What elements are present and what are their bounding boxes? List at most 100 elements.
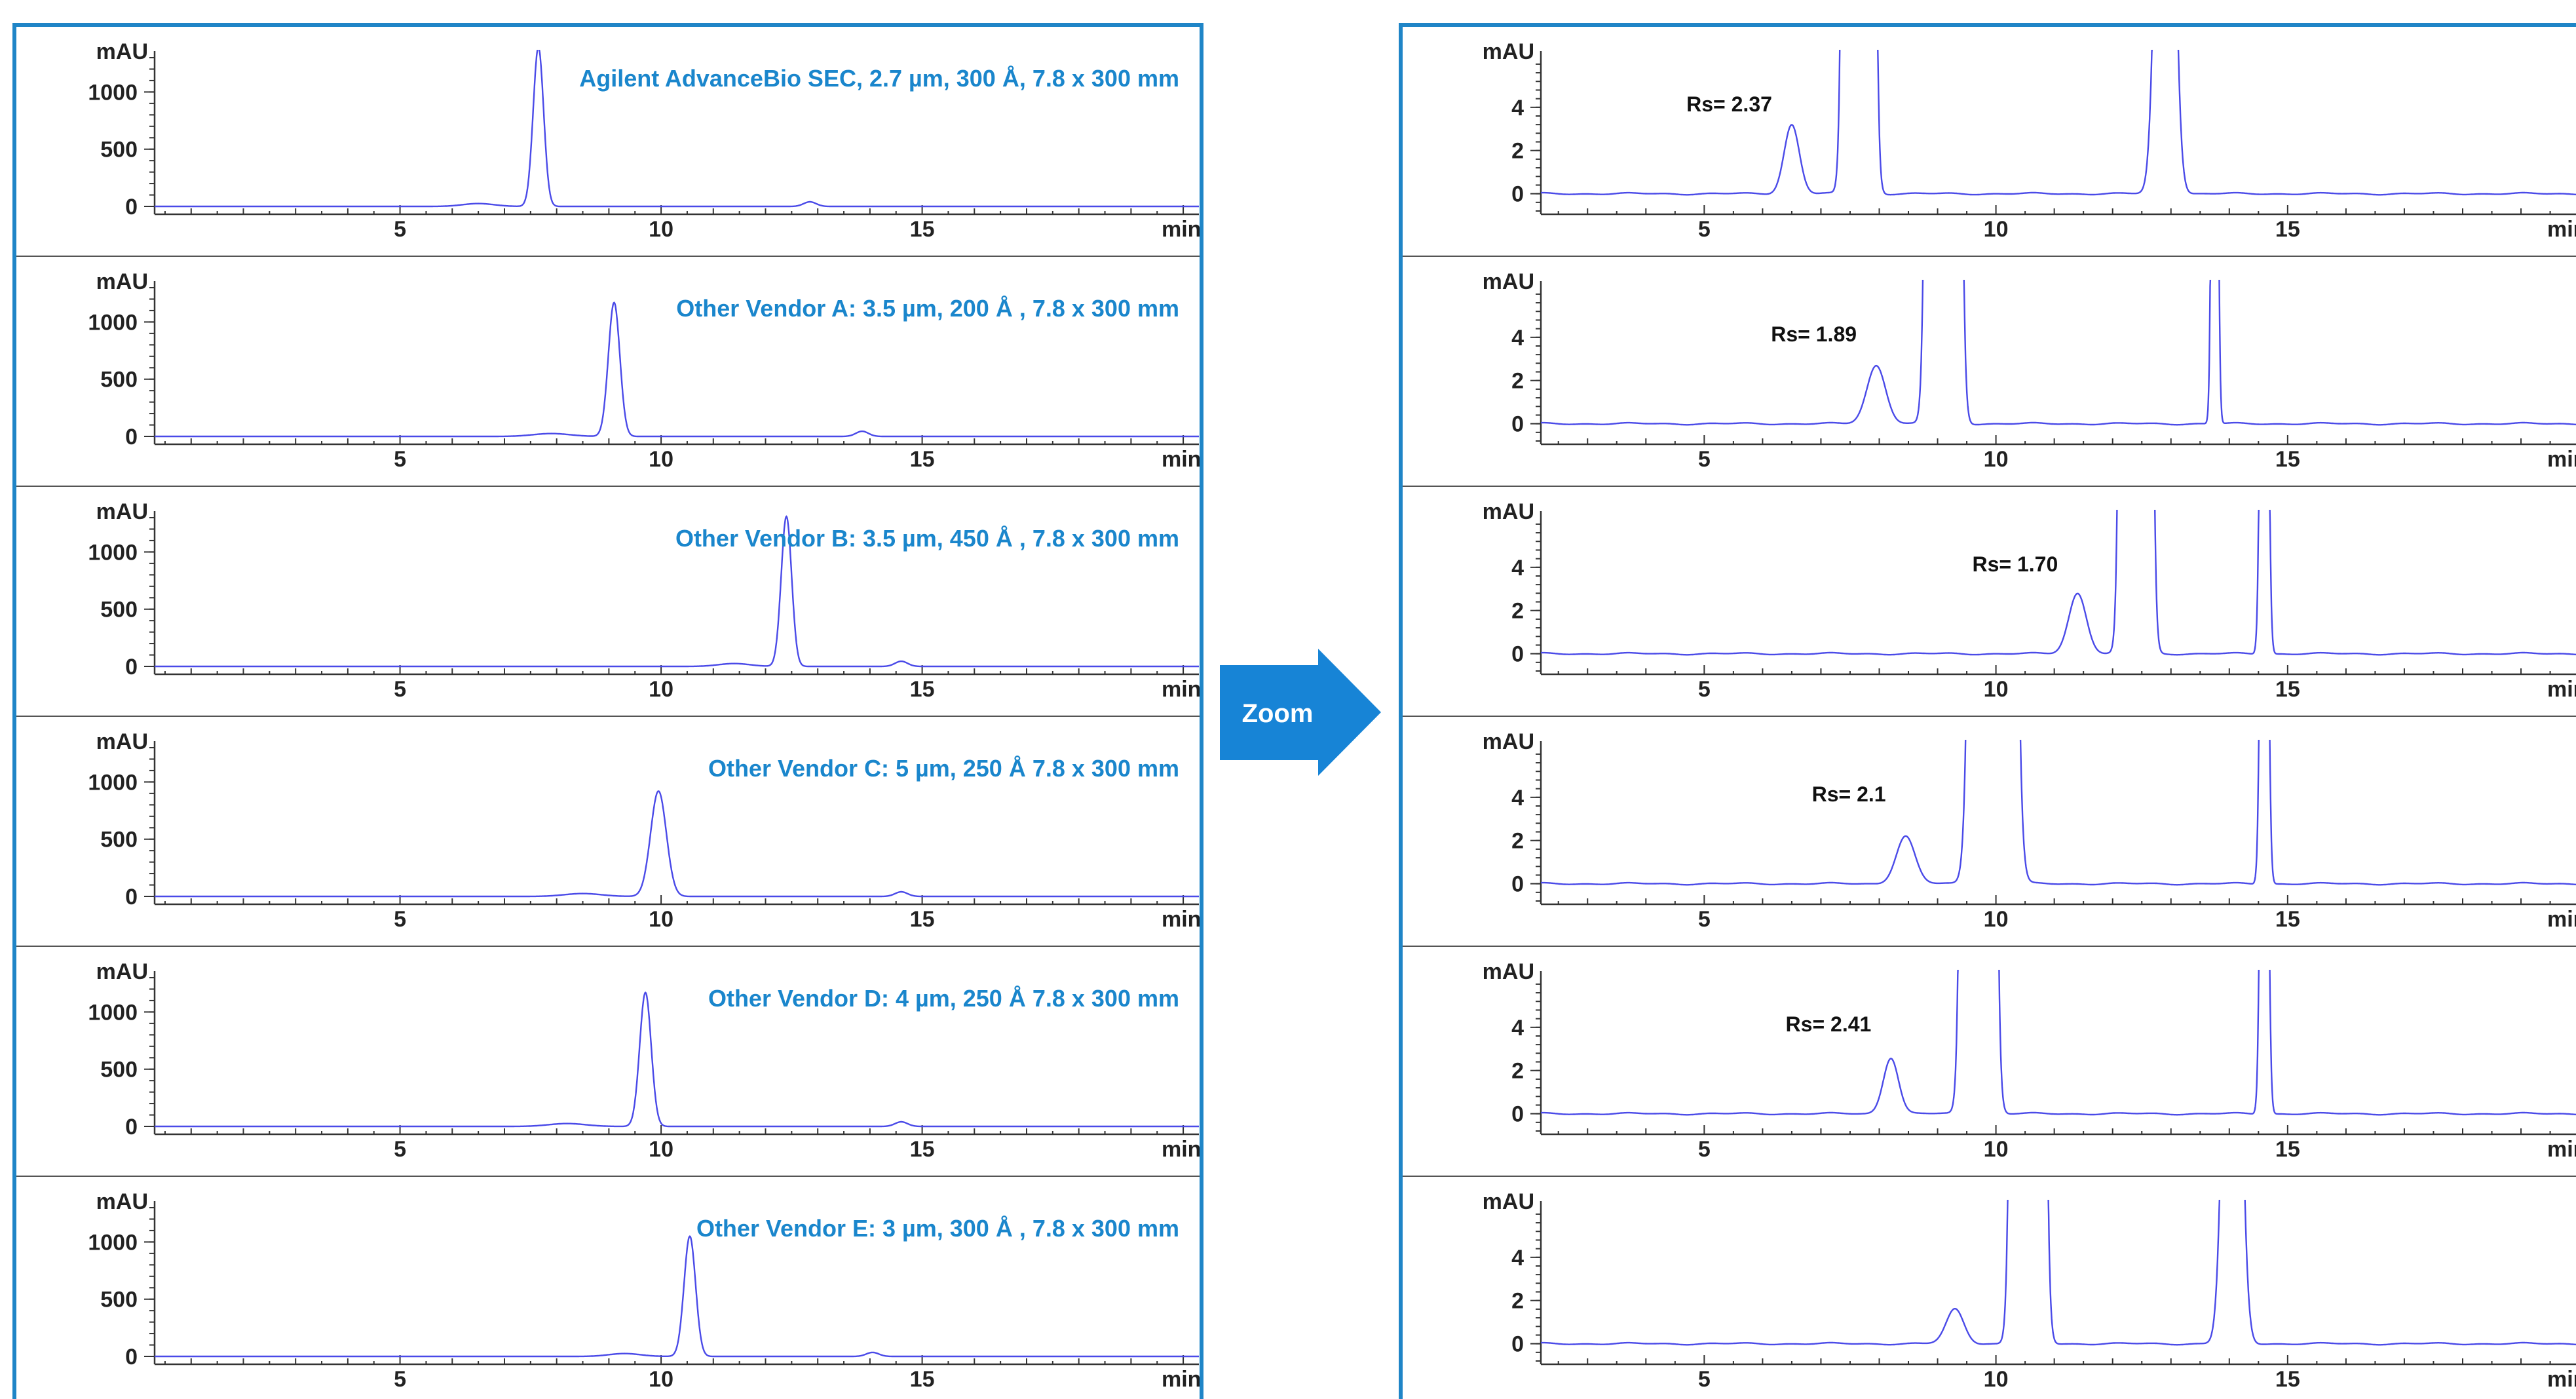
chart-title: Other Vendor D: 4 µm, 250 Å 7.8 x 300 mm xyxy=(708,985,1179,1012)
x-axis-unit: min xyxy=(1162,217,1201,242)
right-panel-frame xyxy=(1399,23,2576,1399)
y-tick-label: 2 xyxy=(1511,599,1524,624)
left-chart-6: 0 500 1000 mAU 5 10 15 min Other Vendor E: 3 µm,… xyxy=(88,1189,1201,1392)
y-tick-label: 4 xyxy=(1511,786,1524,811)
x-tick-label: 10 xyxy=(649,1137,673,1162)
y-tick-label: 0 xyxy=(1511,412,1524,437)
right-chart-5: 0 2 4 mAU 5 10 15 min Rs= 2.41 xyxy=(1401,959,2576,1177)
left-chart-5: 0 500 1000 mAU 5 10 15 min Other Vendor D: 4 µm,… xyxy=(14,959,1202,1177)
chromatogram-trace xyxy=(155,1235,1199,1358)
chart-title: Other Vendor C: 5 µm, 250 Å 7.8 x 300 mm xyxy=(708,755,1179,782)
x-tick-label: 15 xyxy=(2275,907,2300,932)
x-tick-label: 10 xyxy=(1984,677,2009,702)
right-chart-6: 0 2 4 mAU 5 10 15 min xyxy=(1483,1189,2576,1392)
left-chart-3: 0 500 1000 mAU 5 10 15 min Other Vendor B: 3.5 µ… xyxy=(14,499,1202,717)
x-tick-label: 10 xyxy=(1984,217,2009,242)
y-tick-label: 2 xyxy=(1511,369,1524,394)
x-tick-label: 10 xyxy=(649,217,673,242)
y-tick-label: 0 xyxy=(125,425,138,450)
y-tick-label: 1000 xyxy=(88,310,138,335)
y-tick-label: 500 xyxy=(100,598,138,623)
left-chart-4: 0 500 1000 mAU 5 10 15 min Other Vendor C: 5 µm,… xyxy=(14,729,1202,947)
x-tick-label: 10 xyxy=(1984,907,2009,932)
x-tick-label: 15 xyxy=(910,677,935,702)
right-chart-4: 0 2 4 mAU 5 10 15 min Rs= 2.1 xyxy=(1401,729,2576,947)
y-tick-label: 0 xyxy=(1511,872,1524,897)
chromatogram-trace xyxy=(155,50,1199,208)
resolution-annotation: Rs= 1.89 xyxy=(1771,322,1857,346)
y-tick-label: 0 xyxy=(1511,1332,1524,1357)
resolution-annotation: Rs= 2.1 xyxy=(1812,782,1886,806)
left-panel-frame xyxy=(12,23,1203,1399)
y-axis-label: mAU xyxy=(96,499,148,524)
chart-title: Other Vendor B: 3.5 µm, 450 Å , 7.8 x 30… xyxy=(675,525,1179,552)
x-tick-label: 10 xyxy=(1984,1367,2009,1392)
y-axis-label: mAU xyxy=(1483,729,1534,754)
chromatogram-trace xyxy=(1541,280,2576,426)
y-tick-label: 1000 xyxy=(88,770,138,795)
resolution-annotation: Rs= 2.37 xyxy=(1686,92,1772,116)
zoom-arrow: Zoom xyxy=(1220,649,1381,776)
x-tick-label: 5 xyxy=(1698,217,1711,242)
x-tick-label: 15 xyxy=(2275,677,2300,702)
y-tick-label: 500 xyxy=(100,138,138,163)
x-tick-label: 15 xyxy=(910,447,935,472)
x-tick-label: 5 xyxy=(394,1137,406,1162)
y-tick-label: 500 xyxy=(100,1058,138,1083)
y-tick-label: 2 xyxy=(1511,1059,1524,1084)
x-tick-label: 10 xyxy=(649,677,673,702)
y-tick-label: 2 xyxy=(1511,139,1524,164)
x-tick-label: 5 xyxy=(1698,677,1711,702)
y-tick-label: 4 xyxy=(1511,1016,1524,1041)
x-axis-unit: min xyxy=(1162,1137,1201,1162)
y-tick-label: 4 xyxy=(1511,556,1524,581)
y-axis-label: mAU xyxy=(1483,39,1534,64)
y-axis-label: mAU xyxy=(96,269,148,294)
left-chart-2: 0 500 1000 mAU 5 10 15 min Other Vendor A: 3.5 µ… xyxy=(14,269,1202,487)
y-tick-label: 1000 xyxy=(88,540,138,565)
x-tick-label: 10 xyxy=(649,447,673,472)
chromatogram-trace xyxy=(1541,1200,2576,1346)
x-tick-label: 10 xyxy=(1984,1137,2009,1162)
y-tick-label: 4 xyxy=(1511,96,1524,121)
zoom-arrow-shape xyxy=(1220,649,1381,776)
y-tick-label: 0 xyxy=(125,195,138,220)
y-tick-label: 1000 xyxy=(88,1000,138,1025)
y-tick-label: 0 xyxy=(125,655,138,680)
x-tick-label: 10 xyxy=(649,1367,673,1392)
x-tick-label: 10 xyxy=(1984,447,2009,472)
y-tick-label: 500 xyxy=(100,368,138,393)
x-tick-label: 5 xyxy=(394,1367,406,1392)
chromatogram-trace xyxy=(1541,970,2576,1116)
x-tick-label: 15 xyxy=(910,217,935,242)
y-tick-label: 1000 xyxy=(88,1230,138,1255)
y-tick-label: 0 xyxy=(125,885,138,910)
x-tick-label: 15 xyxy=(2275,1367,2300,1392)
y-tick-label: 500 xyxy=(100,828,138,853)
x-tick-label: 5 xyxy=(1698,1367,1711,1392)
chromatogram-trace xyxy=(155,301,1199,438)
y-tick-label: 2 xyxy=(1511,829,1524,854)
x-axis-unit: min xyxy=(1162,447,1201,472)
y-tick-label: 0 xyxy=(1511,642,1524,667)
right-chart-1: 0 2 4 mAU 5 10 15 min Rs= 2.37 xyxy=(1401,39,2576,257)
y-axis-label: mAU xyxy=(96,729,148,754)
zoom-label: Zoom xyxy=(1242,699,1314,728)
x-tick-label: 5 xyxy=(394,907,406,932)
chromatogram-trace xyxy=(155,515,1199,668)
x-axis-unit: min xyxy=(2547,217,2576,242)
y-axis-label: mAU xyxy=(1483,959,1534,984)
x-axis-unit: min xyxy=(2547,677,2576,702)
y-axis-label: mAU xyxy=(96,959,148,984)
y-tick-label: 500 xyxy=(100,1288,138,1313)
x-axis-unit: min xyxy=(2547,1367,2576,1392)
y-axis-label: mAU xyxy=(1483,1189,1534,1214)
y-tick-label: 0 xyxy=(1511,1102,1524,1127)
y-tick-label: 2 xyxy=(1511,1289,1524,1314)
y-tick-label: 1000 xyxy=(88,80,138,105)
x-tick-label: 15 xyxy=(2275,447,2300,472)
y-axis-label: mAU xyxy=(1483,499,1534,524)
chart-title: Agilent AdvanceBio SEC, 2.7 µm, 300 Å, 7… xyxy=(579,65,1179,92)
